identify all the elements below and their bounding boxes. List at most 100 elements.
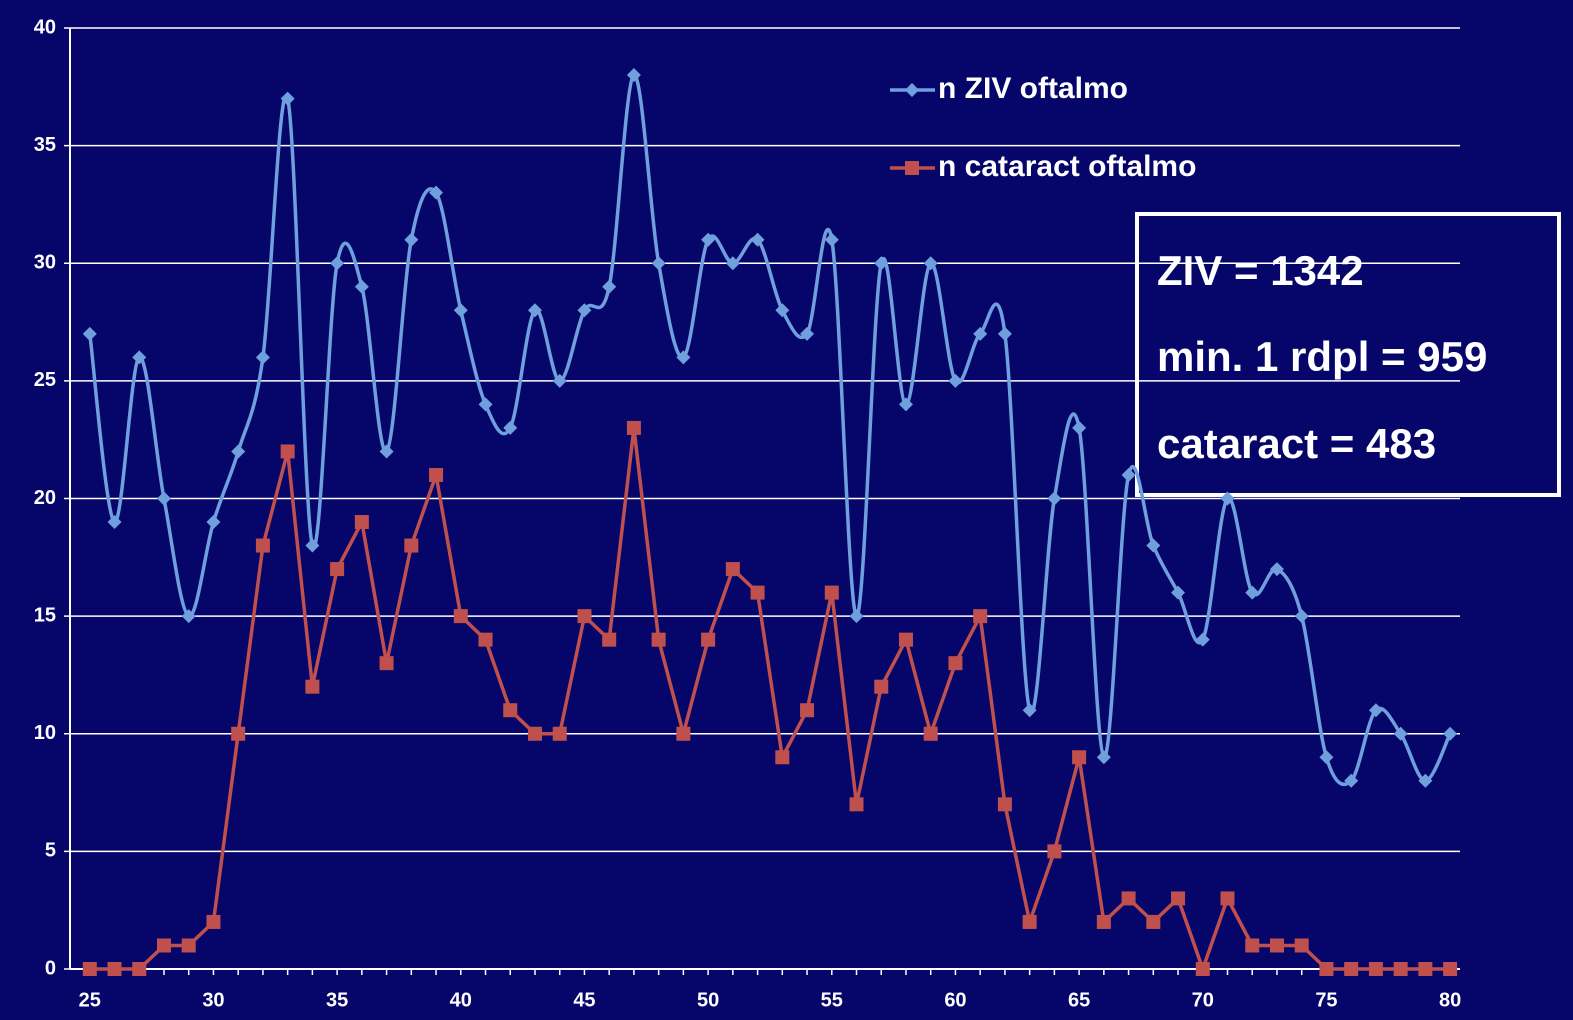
- x-tick-label: 30: [202, 989, 224, 1011]
- marker: [305, 538, 320, 553]
- marker: [330, 562, 345, 577]
- marker: [181, 938, 196, 953]
- x-tick-label: 80: [1439, 989, 1461, 1011]
- annotation: min. 1 rdpl = 959: [1157, 333, 1487, 380]
- marker: [1072, 750, 1087, 765]
- marker: [602, 279, 617, 294]
- y-tick-label: 30: [34, 252, 56, 274]
- marker: [1096, 914, 1111, 929]
- y-tick-label: 20: [34, 487, 56, 509]
- y-tick-label: 25: [34, 369, 56, 391]
- marker: [379, 444, 394, 459]
- marker: [800, 703, 815, 718]
- marker: [453, 303, 468, 318]
- marker: [750, 232, 765, 247]
- legend-marker: [905, 161, 919, 175]
- marker: [1245, 585, 1260, 600]
- x-tick-label: 70: [1192, 989, 1214, 1011]
- marker: [231, 726, 246, 741]
- x-tick-label: 50: [697, 989, 719, 1011]
- marker: [404, 538, 419, 553]
- marker: [651, 256, 666, 271]
- marker: [1022, 914, 1037, 929]
- marker: [1171, 585, 1186, 600]
- y-tick-label: 10: [34, 722, 56, 744]
- series-line: [88, 73, 1452, 787]
- marker: [379, 656, 394, 671]
- marker: [948, 656, 963, 671]
- marker: [1146, 538, 1161, 553]
- marker: [997, 797, 1012, 812]
- marker: [1121, 891, 1136, 906]
- marker: [775, 303, 790, 318]
- marker: [973, 326, 988, 341]
- marker: [1195, 632, 1210, 647]
- marker: [330, 256, 345, 271]
- marker: [898, 397, 913, 412]
- y-tick-label: 15: [34, 604, 56, 626]
- marker: [626, 420, 641, 435]
- marker: [1195, 962, 1210, 976]
- marker: [973, 609, 988, 624]
- marker: [824, 232, 839, 247]
- marker: [82, 326, 97, 341]
- marker: [701, 232, 716, 247]
- marker: [1294, 609, 1309, 624]
- marker: [453, 609, 468, 624]
- legend-label: n ZIV oftalmo: [938, 72, 1128, 105]
- marker: [725, 562, 740, 577]
- marker: [849, 609, 864, 624]
- marker: [874, 679, 889, 694]
- y-tick-label: 0: [45, 957, 56, 979]
- marker: [1418, 962, 1433, 976]
- marker: [1443, 726, 1458, 741]
- marker: [478, 397, 493, 412]
- marker: [305, 679, 320, 694]
- marker: [676, 726, 691, 741]
- annotation: ZIV = 1342: [1157, 247, 1364, 294]
- marker: [255, 350, 270, 365]
- marker: [1022, 703, 1037, 718]
- marker: [1393, 726, 1408, 741]
- marker: [231, 444, 246, 459]
- marker: [602, 632, 617, 647]
- legend-label: n cataract oftalmo: [938, 150, 1196, 183]
- x-tick-label: 35: [326, 989, 348, 1011]
- marker: [1047, 491, 1062, 506]
- marker: [800, 326, 815, 341]
- marker: [552, 373, 567, 388]
- marker: [997, 326, 1012, 341]
- marker: [676, 350, 691, 365]
- y-tick-label: 35: [34, 134, 56, 156]
- marker: [577, 303, 592, 318]
- marker: [1220, 891, 1235, 906]
- x-tick-label: 60: [944, 989, 966, 1011]
- marker: [156, 938, 171, 953]
- marker: [552, 726, 567, 741]
- marker: [478, 632, 493, 647]
- y-tick-label: 5: [45, 840, 56, 862]
- series-line: [89, 427, 1451, 975]
- marker: [775, 750, 790, 765]
- marker: [107, 515, 122, 530]
- marker: [577, 609, 592, 624]
- y-tick-label: 40: [34, 16, 56, 38]
- marker: [1269, 562, 1284, 577]
- marker: [132, 962, 147, 976]
- marker: [824, 585, 839, 600]
- marker: [725, 256, 740, 271]
- marker: [1418, 773, 1433, 788]
- marker: [280, 444, 295, 459]
- marker: [1344, 773, 1359, 788]
- marker: [1072, 420, 1087, 435]
- marker: [132, 350, 147, 365]
- marker: [849, 797, 864, 812]
- marker: [923, 726, 938, 741]
- annotation-box: [1135, 212, 1561, 497]
- marker: [181, 609, 196, 624]
- marker: [1096, 750, 1111, 765]
- marker: [1368, 962, 1383, 976]
- x-tick-label: 55: [821, 989, 843, 1011]
- marker: [1294, 938, 1309, 953]
